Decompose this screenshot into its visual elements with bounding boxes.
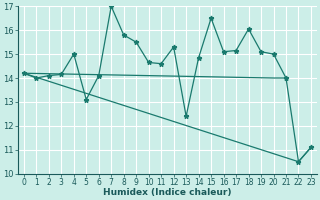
X-axis label: Humidex (Indice chaleur): Humidex (Indice chaleur) bbox=[103, 188, 232, 197]
